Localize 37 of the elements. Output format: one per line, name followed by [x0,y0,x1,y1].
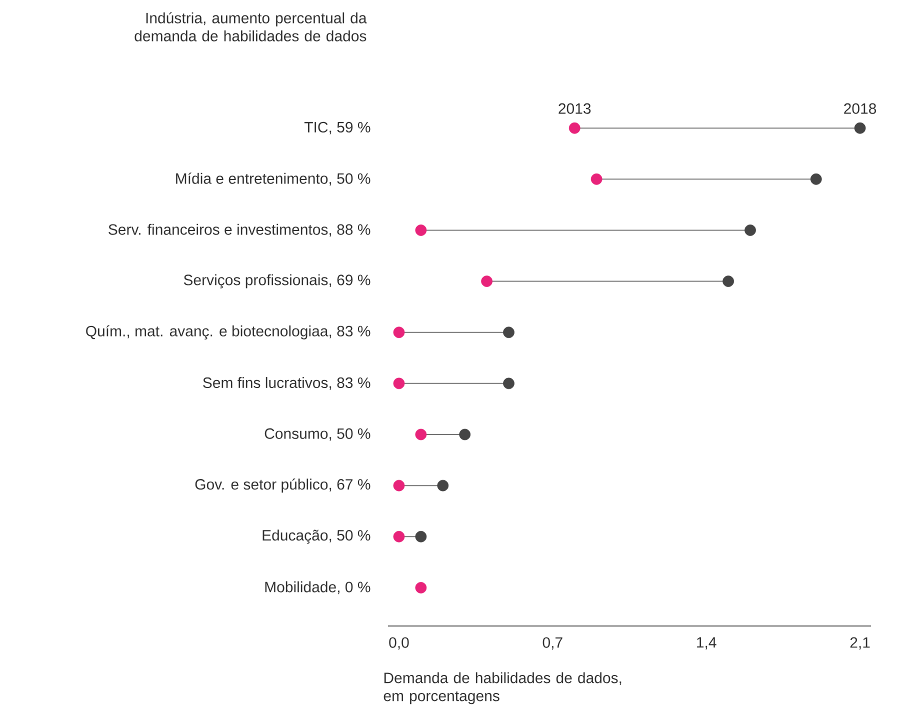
y-tick-label: Consumo, 50 % [264,428,370,441]
point [437,480,449,492]
point [393,530,405,542]
point [503,378,514,390]
point [393,480,405,492]
point [722,276,734,287]
point [415,224,427,236]
x-tick-label: 2,1 [850,637,870,650]
point [810,173,822,185]
y-tick-label: Serv. financeiros e investimentos, 88 % [108,224,370,237]
x-axis-title: Demanda de habilidades de dados, em porcentagens [384,672,622,704]
point [415,582,427,594]
x-tick-label: 0,7 [542,637,562,650]
point [481,276,492,287]
y-tick-label: Mídia e entretenimento, 50 % [176,172,370,186]
x-tick-label: 0,0 [389,637,409,650]
series-label: 2013 [558,103,591,114]
point [503,326,514,338]
y-tick-label: Mobilidade, 0 % [265,581,370,594]
y-tick-label: TIC, 59 % [304,122,370,134]
y-axis-title: Indústria, aumento percentual da demanda de habilidades de dados [134,12,367,42]
point [568,122,580,134]
point [393,378,405,390]
series-label: 2018 [844,103,876,114]
point [393,326,405,338]
y-tick-label: Educação, 50 % [262,530,370,544]
y-tick-label: Quím., mat. avanç. e biotecnologiaa, 83 % [86,325,370,340]
point [590,173,602,185]
point [854,122,866,134]
y-tick-label: Gov. e setor público, 67 % [195,478,370,493]
point [459,428,471,440]
y-tick-label: Serviços profissionais, 69 % [184,274,370,288]
x-tick-label: 1,4 [697,637,716,650]
point [744,224,756,236]
y-tick-label: Sem fins lucrativos, 83 % [203,377,370,390]
point [415,530,427,542]
point [415,428,427,440]
